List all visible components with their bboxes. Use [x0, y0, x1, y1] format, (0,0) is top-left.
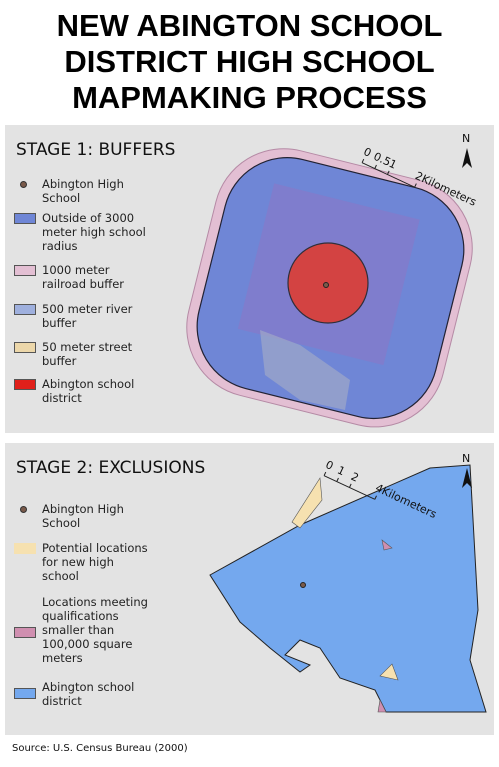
legend-item: 50 meter street buffer [14, 340, 154, 368]
potential-location [379, 663, 399, 681]
legend-label: Outside of 3000 meter high school radius [42, 211, 146, 253]
scale-label: 1 [335, 464, 347, 479]
legend-label: 500 meter river buffer [42, 302, 133, 330]
scale-label: 0 [361, 145, 373, 160]
river-buffer [260, 330, 350, 410]
stage-heading: STAGE 2: EXCLUSIONS [16, 458, 206, 478]
legend-item: Abington school district [14, 680, 154, 708]
source: Source: U.S. Census Bureau (2000) [12, 743, 188, 754]
scale-label: 0 [323, 458, 335, 473]
legend-label: Locations meeting qualifications smaller… [42, 595, 148, 665]
title-line: NEW ABINGTON SCHOOL [56, 8, 443, 43]
school-point [323, 282, 329, 288]
legend-item: Abington High School [14, 502, 154, 530]
scale-label: 1 [387, 157, 399, 172]
legend-label: Abington High School [42, 502, 124, 530]
legend-item: Outside of 3000 meter high school radius [14, 211, 154, 253]
potential-location [291, 477, 323, 529]
legend-item: Potential locations for new high school [14, 541, 154, 583]
legend-label: Abington school district [42, 377, 135, 405]
stage-heading: STAGE 1: BUFFERS [16, 140, 176, 160]
small-location [381, 539, 393, 551]
legend-item: 500 meter river buffer [14, 302, 154, 330]
small-location [377, 699, 387, 713]
title-line: DISTRICT HIGH SCHOOL [64, 44, 435, 79]
north-arrow [462, 148, 472, 168]
legend-label: Potential locations for new high school [42, 541, 148, 583]
legend-label: 50 meter street buffer [42, 340, 133, 368]
legend-item: Abington High School [14, 177, 154, 205]
legend-item: Locations meeting qualifications smaller… [14, 595, 154, 665]
legend-item: 1000 meter railroad buffer [14, 263, 154, 291]
school-point [300, 582, 306, 588]
north-arrow [462, 468, 472, 488]
legend-label: Abington High School [42, 177, 124, 205]
north-label: N [462, 452, 470, 465]
scale-label: 2 [349, 470, 361, 485]
north-label: N [462, 132, 470, 145]
legend-item: Abington school district [14, 377, 154, 405]
legend-label: 1000 meter railroad buffer [42, 263, 124, 291]
legend-label: Abington school district [42, 680, 135, 708]
title-line: MAPMAKING PROCESS [72, 80, 427, 115]
district-2 [209, 464, 487, 713]
